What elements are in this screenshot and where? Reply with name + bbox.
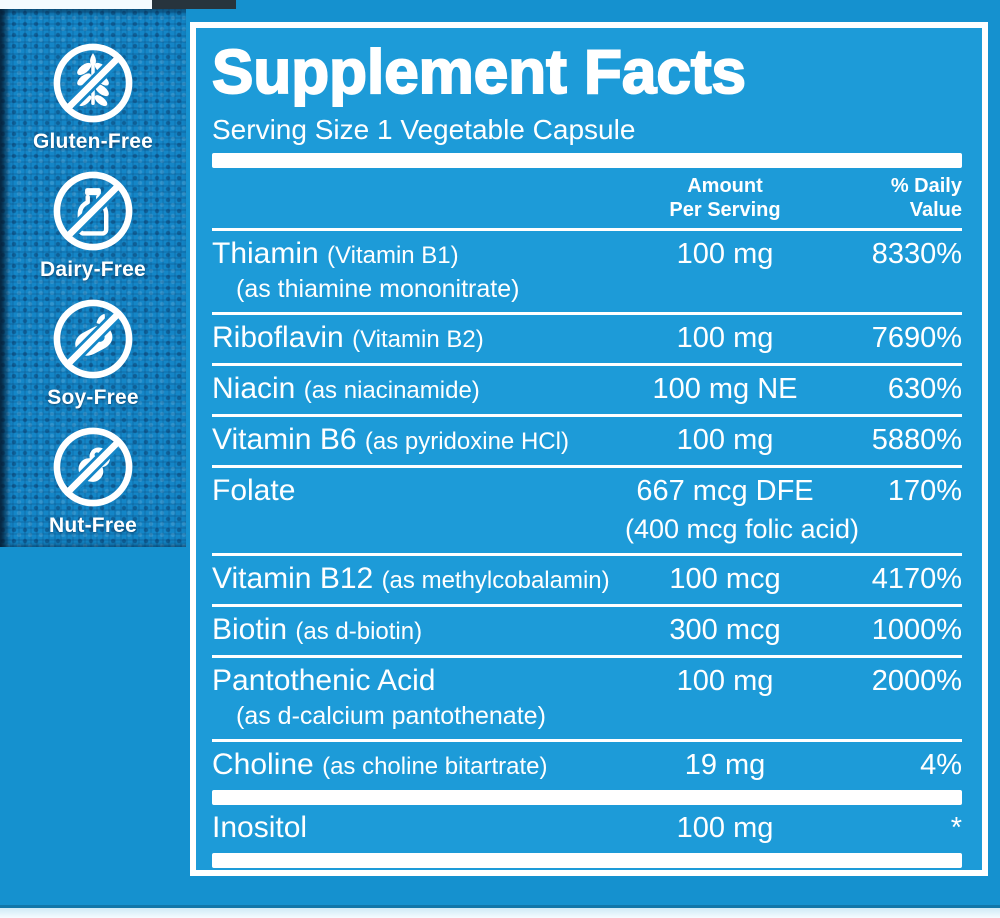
amount-column-header: Amount Per Serving — [669, 175, 781, 221]
amount-subline: (400 mcg folic acid) — [624, 513, 860, 544]
table-row: Vitamin B6 (as pyridoxine HCl) 100 mg 58… — [212, 413, 962, 465]
divider-bar — [212, 852, 962, 868]
amount-value: 100 mg NE — [652, 372, 798, 405]
wheat-icon — [53, 43, 133, 123]
daily-value: 4% — [920, 748, 962, 781]
amount-value: 100 mg — [676, 811, 774, 844]
divider-bar — [212, 789, 962, 805]
daily-value: 630% — [887, 372, 962, 405]
badge-label: Soy-Free — [47, 386, 139, 409]
daily-value: 4170% — [871, 562, 962, 595]
daily-value: 1000% — [871, 613, 962, 646]
peanut-icon — [53, 427, 133, 507]
table-row: Riboflavin (Vitamin B2) 100 mg 7690% — [212, 311, 962, 363]
amount-value: 100 mg — [676, 321, 774, 354]
table-row: Thiamin (Vitamin B1) 100 mg 8330% (as th… — [212, 227, 962, 312]
fabric-texture-strip: Gluten-Free Dairy-Free Soy-Free — [0, 9, 186, 547]
table-row: Niacin (as niacinamide) 100 mg NE 630% — [212, 362, 962, 414]
badge-nut-free: Nut-Free — [0, 423, 186, 538]
photo-bottom-edge — [0, 905, 1000, 918]
daily-value: 5880% — [871, 423, 962, 456]
row-subline: (as thiamine mononitrate) — [236, 274, 520, 303]
divider-bar — [212, 153, 962, 169]
table-row: Pantothenic Acid 100 mg 2000% (as d-calc… — [212, 654, 962, 739]
photo-edge-dark — [152, 0, 236, 9]
table-row: Inositol 100 mg * — [212, 810, 962, 844]
table-row: Folate 667 mcg DFE 170% (400 mcg folic a… — [212, 464, 962, 553]
serving-size: Serving Size 1 Vegetable Capsule — [212, 113, 636, 145]
daily-value-column-header: % Daily Value — [890, 175, 962, 221]
daily-value: 8330% — [871, 237, 962, 270]
badge-label: Gluten-Free — [32, 130, 154, 153]
badge-gluten-free: Gluten-Free — [0, 39, 186, 154]
column-headers: Amount Per Serving % Daily Value — [212, 168, 962, 227]
table-row: Vitamin B12 (as methylcobalamin) 100 mcg… — [212, 552, 962, 604]
photo-edge-white — [0, 0, 152, 9]
table-row: Biotin (as d-biotin) 300 mcg 1000% — [212, 603, 962, 655]
row-subline: (as d-calcium pantothenate) — [236, 701, 546, 730]
amount-value: 100 mg — [676, 423, 774, 456]
badge-label: Dairy-Free — [40, 258, 146, 281]
supplement-facts-panel: Supplement Facts Serving Size 1 Vegetabl… — [190, 22, 988, 876]
milk-bottle-icon — [53, 171, 133, 251]
badge-soy-free: Soy-Free — [0, 295, 186, 410]
daily-value: * — [950, 811, 962, 844]
daily-value: 170% — [887, 474, 962, 507]
amount-value: 100 mg — [676, 664, 774, 697]
soybean-icon — [53, 299, 133, 379]
amount-value: 300 mcg — [669, 613, 781, 646]
table-row: Choline (as choline bitartrate) 19 mg 4% — [212, 738, 962, 790]
daily-value-footnote: * Daily Value not established. — [212, 868, 962, 871]
badge-dairy-free: Dairy-Free — [0, 167, 186, 282]
amount-value: 667 mcg DFE — [636, 474, 814, 507]
amount-value: 100 mg — [676, 237, 774, 270]
badge-label: Nut-Free — [49, 514, 137, 537]
amount-value: 19 mg — [684, 748, 766, 781]
panel-title: Supplement Facts — [211, 38, 747, 107]
daily-value: 7690% — [871, 321, 962, 354]
daily-value: 2000% — [871, 664, 962, 697]
amount-value: 100 mcg — [669, 562, 781, 595]
